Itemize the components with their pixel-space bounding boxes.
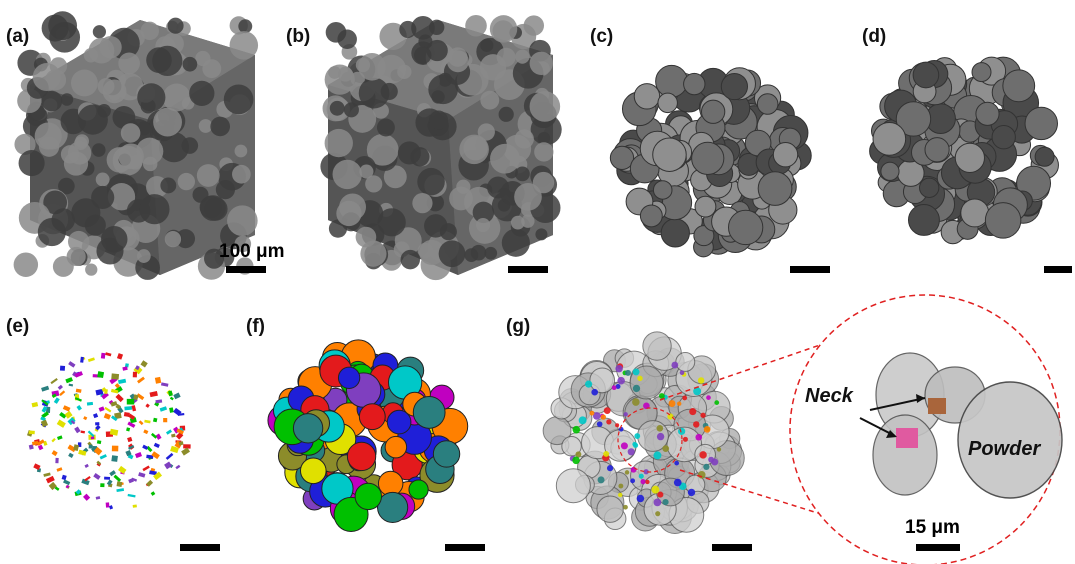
neck-label: Neck [805, 385, 854, 407]
scale-bar-g [712, 544, 752, 551]
panel-g-translucent-render [542, 331, 745, 535]
panel-a-cube-render [13, 11, 259, 280]
panel-label-f: (f) [246, 316, 265, 337]
panel-label-g: (g) [506, 316, 531, 337]
scale-bar-b [508, 266, 548, 273]
panel-b-cube-render [320, 14, 562, 281]
scale-bar-c [790, 266, 830, 273]
panel-label-a: (a) [6, 26, 30, 47]
panel-c-cluster-render [609, 64, 812, 258]
panel-label-b: (b) [286, 26, 311, 47]
scale-bar-a [226, 266, 266, 273]
scale-bar-e [180, 544, 220, 551]
scale-bar-f [445, 544, 485, 551]
panel-label-e: (e) [6, 316, 30, 337]
panel-f-colored-particles-render [267, 339, 469, 532]
panel-label-d: (d) [862, 26, 887, 47]
panel-label-c: (c) [590, 26, 614, 47]
panel-d-cluster-render [869, 56, 1059, 245]
powder-label: Powder [968, 438, 1041, 460]
scale-bar-label-100um: 100 μm [219, 241, 285, 262]
panel-e-necks-render [26, 352, 191, 510]
scale-bar-inset [916, 544, 960, 551]
scale-bar-d [1044, 266, 1072, 273]
scale-bar-label-15um: 15 μm [905, 517, 960, 538]
